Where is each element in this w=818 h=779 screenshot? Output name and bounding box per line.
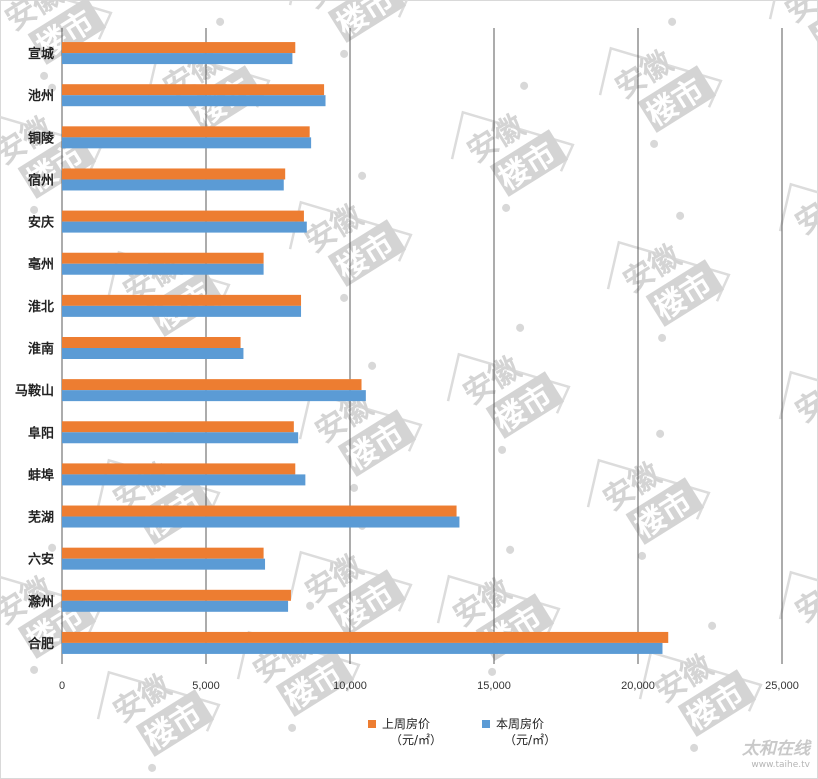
category-label: 合肥 <box>28 636 54 652</box>
svg-text:楼市: 楼市 <box>811 0 818 58</box>
bar-last-week <box>62 337 241 348</box>
legend-label-last-week: 上周房价 <box>382 717 431 731</box>
bar-last-week <box>62 505 457 517</box>
category-label: 池州 <box>28 88 54 104</box>
bar-this-week <box>62 53 293 65</box>
category-label: 淮南 <box>27 341 54 357</box>
legend-unit-last-week: （元/㎡） <box>390 733 443 747</box>
bar-this-week <box>62 305 302 317</box>
category-label: 铜陵 <box>27 130 55 146</box>
bar-last-week <box>62 252 264 264</box>
bar-last-week <box>62 547 264 559</box>
corner-url: www.taihe.tv <box>751 760 810 770</box>
legend-swatch-last-week <box>368 720 376 728</box>
x-tick-label: 15,000 <box>477 680 511 692</box>
bar-this-week <box>62 137 312 149</box>
bar-this-week <box>62 558 266 570</box>
bar-last-week <box>62 294 302 306</box>
category-label: 阜阳 <box>28 425 54 441</box>
svg-text:楼市: 楼市 <box>331 0 400 44</box>
bar-this-week <box>62 95 326 107</box>
category-label: 芜湖 <box>28 510 54 526</box>
category-label: 淮北 <box>27 299 54 315</box>
bar-this-week <box>62 390 366 402</box>
x-tick-label: 10,000 <box>333 680 367 692</box>
bar-this-week <box>62 600 289 612</box>
bar-last-week <box>62 210 304 222</box>
bar-last-week <box>62 84 325 96</box>
x-tick-label: 0 <box>59 680 65 692</box>
category-label: 马鞍山 <box>15 383 54 399</box>
bar-this-week <box>62 348 244 359</box>
category-label: 宿州 <box>28 172 54 188</box>
legend: 上周房价 （元/㎡） 本周房价 （元/㎡） <box>368 716 556 748</box>
legend-item-this-week: 本周房价 （元/㎡） <box>482 716 556 748</box>
legend-unit-this-week: （元/㎡） <box>504 733 557 747</box>
bar-last-week <box>62 42 296 54</box>
bar-last-week <box>62 126 310 138</box>
category-label: 宣城 <box>28 46 54 62</box>
bar-this-week <box>62 263 264 275</box>
bars-layer <box>62 42 669 654</box>
bar-last-week <box>62 168 286 180</box>
x-tick-label: 5,000 <box>192 680 220 692</box>
category-label: 六安 <box>28 552 54 568</box>
bar-this-week <box>62 179 284 191</box>
x-tick-labels: 0 5,000 10,000 15,000 20,000 25,000 <box>59 680 799 692</box>
bar-last-week <box>62 631 669 643</box>
bar-this-week <box>62 432 299 444</box>
x-tick-label: 25,000 <box>765 680 799 692</box>
category-label: 滁州 <box>28 594 54 610</box>
legend-swatch-this-week <box>482 720 491 728</box>
category-label: 蚌埠 <box>28 467 54 483</box>
legend-label-this-week: 本周房价 <box>496 717 545 731</box>
corner-logo: 太和在线 www.taihe.tv <box>742 741 810 773</box>
bar-last-week <box>62 421 294 433</box>
bar-last-week <box>62 463 296 475</box>
bar-this-week <box>62 221 307 233</box>
legend-item-last-week: 上周房价 （元/㎡） <box>368 716 442 748</box>
category-label: 安庆 <box>28 215 54 231</box>
bar-last-week <box>62 589 291 601</box>
category-label: 亳州 <box>28 257 54 273</box>
bar-this-week <box>62 642 663 654</box>
bar-last-week <box>62 379 362 391</box>
bar-this-week <box>62 516 460 528</box>
corner-brand: 太和在线 <box>742 739 810 759</box>
bar-this-week <box>62 474 306 486</box>
x-tick-label: 20,000 <box>621 680 655 692</box>
